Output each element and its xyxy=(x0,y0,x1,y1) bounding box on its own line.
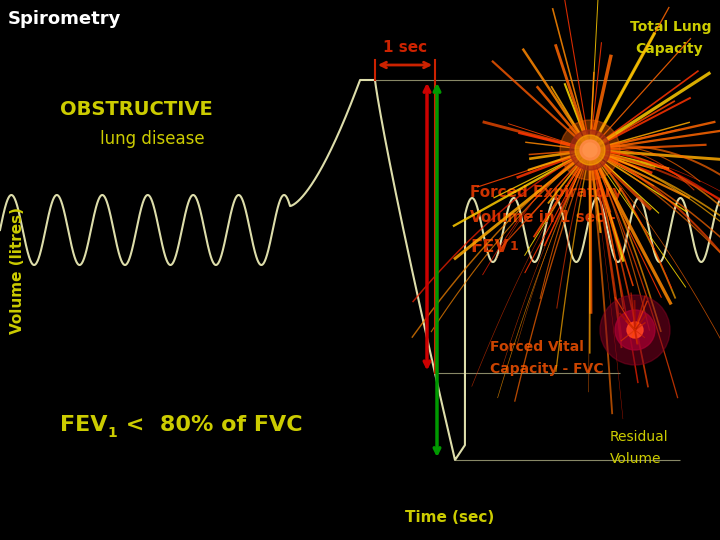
Text: OBSTRUCTIVE: OBSTRUCTIVE xyxy=(60,100,212,119)
Text: FEV: FEV xyxy=(60,415,107,435)
Circle shape xyxy=(570,130,610,170)
Circle shape xyxy=(615,310,655,350)
Text: Volume in 1 sec -: Volume in 1 sec - xyxy=(470,210,616,225)
Text: Volume (litres): Volume (litres) xyxy=(11,206,25,334)
Text: 1: 1 xyxy=(510,240,518,253)
Text: Forced Expiratory: Forced Expiratory xyxy=(470,185,622,200)
Text: Total Lung: Total Lung xyxy=(630,20,711,34)
Text: Spirometry: Spirometry xyxy=(8,10,122,28)
Text: Capacity: Capacity xyxy=(635,42,703,56)
Circle shape xyxy=(560,120,620,180)
Circle shape xyxy=(575,135,605,165)
Text: FEV: FEV xyxy=(470,238,508,256)
Circle shape xyxy=(583,143,597,157)
Text: 1 sec: 1 sec xyxy=(383,40,427,55)
Text: Volume: Volume xyxy=(610,452,662,466)
Text: 1: 1 xyxy=(107,426,117,440)
Text: Forced Vital: Forced Vital xyxy=(490,340,584,354)
Text: Capacity - FVC: Capacity - FVC xyxy=(490,362,603,376)
Circle shape xyxy=(580,140,600,160)
Text: <  80% of FVC: < 80% of FVC xyxy=(118,415,302,435)
Text: Time (sec): Time (sec) xyxy=(405,510,495,525)
Text: lung disease: lung disease xyxy=(100,130,204,148)
Circle shape xyxy=(627,322,643,338)
Text: Residual: Residual xyxy=(610,430,669,444)
Circle shape xyxy=(600,295,670,365)
